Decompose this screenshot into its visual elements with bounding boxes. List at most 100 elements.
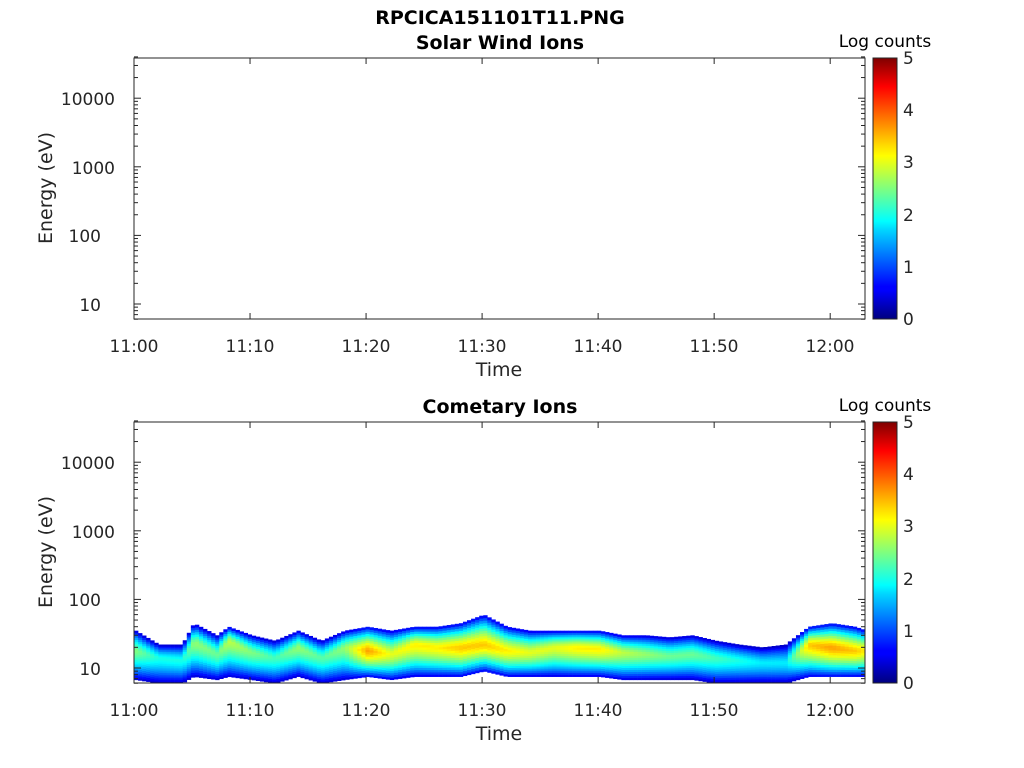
heatmap-cell	[430, 651, 435, 655]
heatmap-cell	[674, 644, 679, 647]
heatmap-cell	[816, 636, 821, 640]
heatmap-cell	[621, 635, 626, 638]
heatmap-cell	[856, 650, 862, 653]
heatmap-cell	[706, 654, 711, 657]
heatmap-cell	[621, 665, 626, 668]
heatmap-cell	[251, 655, 257, 659]
heatmap-cell	[523, 674, 529, 677]
heatmap-cell	[511, 663, 517, 666]
heatmap-cell	[613, 676, 618, 680]
heatmap-cell	[544, 655, 549, 659]
heatmap-cell	[479, 615, 484, 619]
heatmap-cell	[316, 655, 322, 658]
heatmap-cell	[410, 665, 415, 669]
heatmap-cell	[625, 637, 630, 640]
heatmap-cell	[475, 670, 480, 674]
heatmap-cell	[588, 666, 594, 669]
heatmap-cell	[203, 655, 208, 659]
heatmap-cell	[357, 630, 362, 634]
heatmap-cell	[609, 676, 614, 679]
heatmap-cell	[605, 669, 610, 672]
heatmap-cell	[666, 666, 671, 669]
heatmap-cell	[178, 660, 184, 663]
heatmap-cell	[572, 647, 577, 650]
heatmap-cell	[272, 665, 277, 668]
heatmap-cell	[519, 661, 525, 665]
heatmap-cell	[718, 668, 724, 671]
heatmap-cell	[735, 681, 740, 683]
heatmap-cell	[345, 670, 350, 674]
heatmap-cell	[698, 654, 703, 658]
heatmap-cell	[365, 653, 370, 657]
heatmap-cell	[450, 643, 456, 647]
heatmap-cell	[138, 641, 143, 645]
heatmap-cell	[203, 653, 208, 657]
heatmap-cell	[491, 629, 496, 633]
heatmap-cell	[800, 667, 805, 671]
heatmap-cell	[479, 623, 484, 627]
heatmap-cell	[552, 664, 557, 667]
heatmap-cell	[491, 626, 496, 630]
heatmap-cell	[755, 661, 760, 664]
heatmap-cell	[259, 651, 265, 654]
heatmap-cell	[259, 667, 265, 670]
heatmap-cell	[828, 625, 833, 629]
heatmap-cell	[592, 632, 598, 636]
heatmap-cell	[483, 625, 488, 629]
heatmap-cell	[576, 632, 582, 636]
heatmap-cell	[393, 667, 399, 671]
heatmap-cell	[820, 671, 825, 675]
heatmap-cell	[393, 634, 399, 637]
heatmap-cell	[462, 631, 468, 635]
heatmap-cell	[649, 675, 655, 679]
heatmap-cell	[296, 674, 301, 677]
heatmap-cell	[211, 658, 216, 661]
heatmap-cell	[393, 632, 399, 635]
heatmap-cell	[812, 635, 817, 638]
heatmap-cell	[552, 632, 557, 636]
heatmap-cell	[666, 668, 671, 671]
heatmap-cell	[836, 659, 841, 663]
heatmap-cell	[816, 634, 821, 638]
heatmap-cell	[812, 642, 817, 645]
heatmap-cell	[304, 674, 309, 678]
heatmap-cell	[718, 658, 724, 661]
heatmap-cell	[450, 659, 456, 663]
heatmap-cell	[255, 672, 261, 675]
heatmap-cell	[735, 663, 740, 666]
heatmap-cell	[328, 655, 334, 658]
heatmap-cell	[296, 661, 301, 665]
heatmap-cell	[316, 641, 322, 644]
heatmap-cell	[552, 666, 557, 669]
heatmap-cell	[487, 664, 492, 668]
heatmap-cell	[596, 666, 602, 669]
heatmap-cell	[592, 661, 598, 665]
heatmap-cell	[783, 644, 789, 647]
heatmap-cell	[771, 676, 776, 679]
heatmap-cell	[263, 646, 269, 649]
heatmap-cell	[523, 653, 529, 656]
heatmap-cell	[856, 647, 862, 651]
heatmap-cell	[381, 660, 387, 664]
heatmap-cell	[316, 676, 322, 679]
heatmap-cell	[641, 651, 646, 654]
heatmap-cell	[670, 639, 675, 642]
heatmap-cell	[227, 642, 232, 646]
heatmap-cell	[369, 663, 374, 667]
heatmap-cell	[568, 645, 573, 648]
heatmap-cell	[625, 649, 630, 652]
heatmap-cell	[548, 630, 553, 634]
heatmap-cell	[544, 636, 549, 640]
heatmap-cell	[162, 648, 167, 651]
heatmap-cell	[556, 649, 561, 652]
heatmap-cell	[690, 655, 695, 658]
heatmap-cell	[515, 661, 521, 664]
heatmap-cell	[361, 654, 366, 658]
heatmap-cell	[775, 679, 781, 682]
heatmap-cell	[804, 631, 809, 634]
heatmap-cell	[288, 636, 293, 639]
heatmap-cell	[243, 657, 249, 661]
heatmap-cell	[751, 681, 756, 683]
heatmap-cell	[280, 649, 285, 652]
heatmap-cell	[832, 635, 837, 639]
